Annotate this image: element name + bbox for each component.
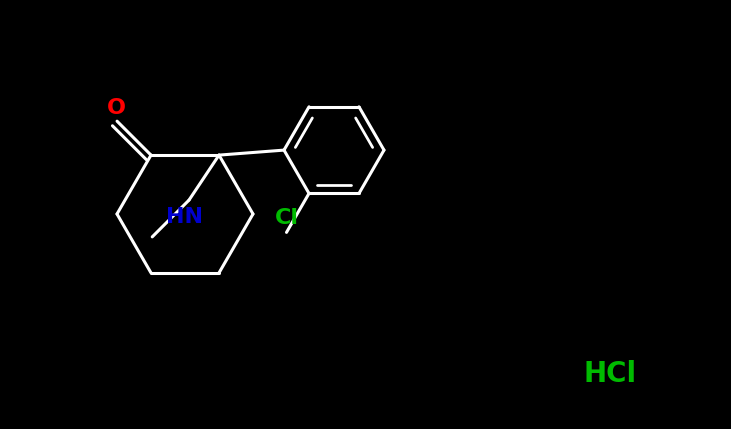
Text: O: O bbox=[107, 98, 126, 118]
Text: Cl: Cl bbox=[275, 208, 298, 228]
Text: HN: HN bbox=[165, 207, 202, 227]
Text: HCl: HCl bbox=[583, 360, 637, 388]
